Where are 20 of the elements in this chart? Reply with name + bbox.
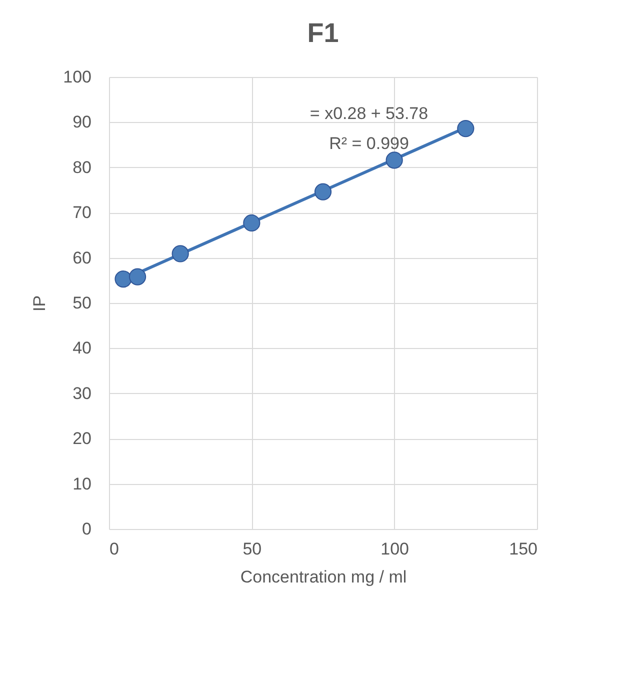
y-tick-label: 80 (72, 158, 92, 177)
y-tick-label: 70 (72, 203, 92, 222)
annotation: = x0.28 + 53.78 (310, 104, 428, 123)
x-axis-title: Concentration mg / ml (240, 568, 407, 586)
y-tick-label: 20 (72, 429, 92, 448)
y-tick-label: 0 (82, 520, 92, 538)
y-tick-label: 60 (72, 248, 92, 268)
x-tick-label: 150 (509, 540, 538, 558)
x-tick-label: 50 (242, 540, 262, 558)
y-tick-label: 10 (72, 474, 92, 494)
y-tick-label: 30 (72, 384, 92, 403)
chart-title: F1 (307, 18, 339, 48)
annotation: R² = 0.999 (329, 134, 409, 153)
x-tick-label: 100 (380, 540, 410, 558)
y-tick-label: 50 (72, 294, 92, 312)
y-axis-title: IP (30, 295, 50, 312)
y-tick-label: 40 (72, 338, 92, 358)
x-tick-label: 0 (110, 540, 119, 558)
y-tick-label: 90 (72, 112, 92, 132)
y-tick-label: 100 (63, 68, 92, 86)
